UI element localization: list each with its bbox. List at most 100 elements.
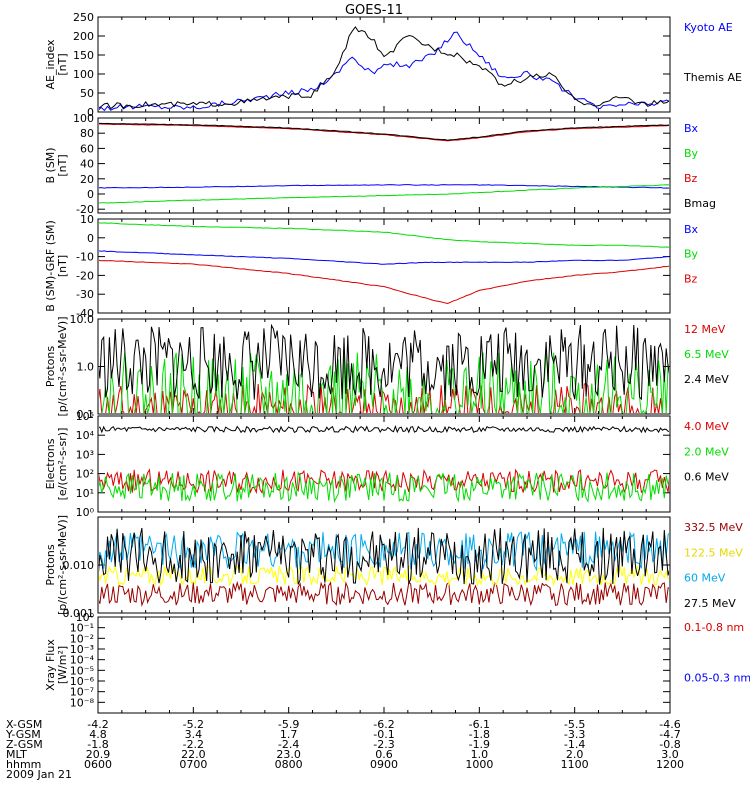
footer-value: 1.7 xyxy=(280,728,298,741)
y-tick-label: 0.001 xyxy=(63,607,95,620)
series-group xyxy=(99,527,669,607)
footer-value: 1.0 xyxy=(471,748,489,761)
series-group xyxy=(99,122,669,204)
legend-label: Kyoto AE xyxy=(684,21,733,34)
y-tick-label: 10⁻⁸ xyxy=(70,696,95,709)
y-tick-label: 0 xyxy=(87,232,94,245)
series-line-122-5-mev xyxy=(99,564,669,588)
y-tick-label: 200 xyxy=(73,30,94,43)
footer-value: -1.8 xyxy=(469,728,490,741)
panel-5: 10⁰ 10¹ 10² 10³ 10⁴ 10⁵ Electrons [e/(cm²-s-sr)… xyxy=(44,410,729,519)
y-tick-label: 0.1 xyxy=(77,408,95,421)
y-tick-label: 150 xyxy=(73,49,94,62)
legend-label: Bmag xyxy=(684,197,716,210)
y-axis-label: Xray Flux xyxy=(44,639,57,691)
y-tick-label: 10 xyxy=(80,213,94,226)
legend-label: 2.4 MeV xyxy=(684,373,729,386)
series-line-0-6-mev xyxy=(99,425,669,434)
legend-label: 0.1-0.8 nm xyxy=(684,621,744,634)
footer-row-label: hhmm xyxy=(6,758,41,771)
footer-value: 1100 xyxy=(561,758,589,771)
y-tick-label: 50 xyxy=(80,87,94,100)
series-group xyxy=(99,26,669,111)
y-tick-label: 10⁻⁵ xyxy=(70,664,94,677)
y-tick-label: 0.010 xyxy=(63,559,95,572)
footer-value: 23.0 xyxy=(276,748,301,761)
y-axis-label: B (SM) xyxy=(44,147,57,183)
legend-label: 0.05-0.3 nm xyxy=(684,672,750,685)
series-line-bz xyxy=(99,259,669,305)
series-line-2-0-mev xyxy=(99,471,669,504)
series-line-bmag xyxy=(99,122,669,141)
series-line-332-5-mev xyxy=(99,580,669,607)
footer-row-label: Y-GSM xyxy=(5,728,41,741)
y-tick-label: 0 xyxy=(87,188,94,201)
y-tick-label: -40 xyxy=(76,307,94,320)
y-tick-label: 10.0 xyxy=(70,313,95,326)
footer-value: -0.8 xyxy=(659,738,680,751)
series-group xyxy=(99,323,669,413)
y-tick-label: 10⁻¹ xyxy=(70,622,94,635)
y-tick-label: 40 xyxy=(80,158,94,171)
y-axis-label: B (SM)-GRF (SM) xyxy=(44,220,57,312)
y-tick-label: 10⁰ xyxy=(76,506,95,519)
y-axis-label: Protons xyxy=(44,346,57,387)
y-tick-label: 1.0 xyxy=(77,361,95,374)
series-line-2-4-mev xyxy=(99,323,669,401)
footer-value: -2.4 xyxy=(278,738,299,751)
y-axis-label: AE_index xyxy=(44,39,57,90)
y-tick-label: 60 xyxy=(80,142,94,155)
y-axis-unit: [p/(cm²-s-sr-MeV)] xyxy=(56,515,69,615)
y-tick-label: 0 xyxy=(87,106,94,119)
footer-value: -2.2 xyxy=(183,738,204,751)
series-group xyxy=(99,425,669,504)
y-axis-label: Electrons xyxy=(44,438,57,489)
footer-value: 0700 xyxy=(179,758,207,771)
footer-value: 1200 xyxy=(656,758,684,771)
chart-title: GOES-11 xyxy=(345,3,403,18)
footer-value: 20.9 xyxy=(86,748,111,761)
legend-label: Bx xyxy=(684,223,699,236)
legend-label: 4.0 MeV xyxy=(684,420,729,433)
y-tick-label: -20 xyxy=(76,269,94,282)
footer-row-label: MLT xyxy=(6,748,27,761)
y-tick-label: 20 xyxy=(80,173,94,186)
footer-value: -1.8 xyxy=(87,738,108,751)
footer-row-label: Z-GSM xyxy=(6,738,43,751)
series-line-by xyxy=(99,222,669,248)
footer-value: 4.8 xyxy=(89,728,107,741)
legend-label: Bx xyxy=(684,122,699,135)
footer-value: -6.2 xyxy=(373,718,394,731)
series-line-27-5-mev xyxy=(99,527,669,585)
footer-value: -4.6 xyxy=(659,718,680,731)
y-tick-label: 10⁻⁶ xyxy=(70,675,95,688)
footer-row-label: 2009 Jan 21 xyxy=(6,768,72,781)
y-tick-label: -30 xyxy=(76,288,94,301)
footer-value: -6.1 xyxy=(469,718,490,731)
panel-3: -40 -30 -20 -10 0 10 B (SM)-GRF (SM) [nT] Bx By Bz xyxy=(44,213,699,320)
y-tick-label: 10⁻⁷ xyxy=(70,686,94,699)
legend-label: Themis AE xyxy=(683,71,742,84)
series-line-bx xyxy=(99,250,669,265)
y-tick-label: 250 xyxy=(73,11,94,24)
y-axis-unit: [nT] xyxy=(56,255,69,277)
y-tick-label: 10³ xyxy=(76,448,94,461)
panel-6: 0.001 0.010 Protons [p/(cm²-s-sr-MeV)] 332.5… xyxy=(44,515,743,620)
legend-label: Bz xyxy=(684,272,698,285)
footer-value: -3.3 xyxy=(564,728,585,741)
footer-value: 2.0 xyxy=(566,748,584,761)
y-tick-label: 10⁻⁴ xyxy=(70,654,95,667)
legend-label: 6.5 MeV xyxy=(684,348,729,361)
series-line-bz xyxy=(99,123,669,142)
footer-value: 0900 xyxy=(370,758,398,771)
legend-label: 332.5 MeV xyxy=(684,521,743,534)
y-tick-label: 10⁻² xyxy=(70,632,94,645)
footer-value: -5.5 xyxy=(564,718,585,731)
y-tick-label: -10 xyxy=(76,251,94,264)
footer-value: -0.1 xyxy=(373,728,394,741)
legend-label: 27.5 MeV xyxy=(684,597,736,610)
y-tick-label: 10² xyxy=(76,468,94,481)
